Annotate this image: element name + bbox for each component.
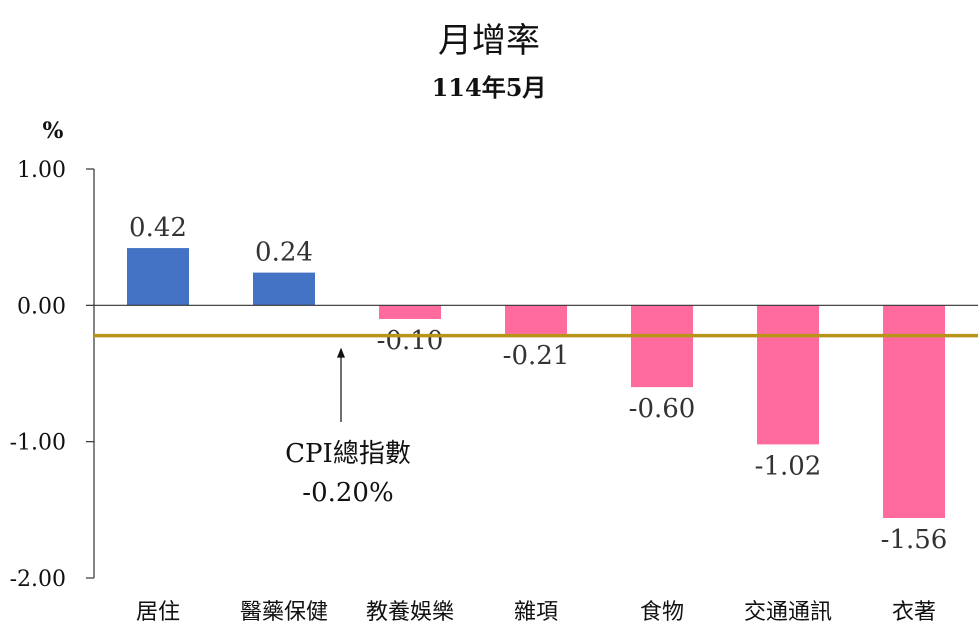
y-tick-label: -2.00 [10,567,66,592]
data-label: 0.24 [255,238,313,268]
category-labels: 居住 醫藥保健 教養娛樂 雜項 食物 交通通訊 衣著 [136,600,936,625]
chart-title: 月增率 [438,21,540,61]
bar [883,305,945,519]
bar [631,305,693,388]
category-label: 教養娛樂 [366,600,454,625]
category-label: 交通通訊 [744,600,832,625]
data-label: -1.56 [881,525,948,555]
y-axis: 1.00 0.00 -1.00 -2.00 [10,158,95,592]
data-label: -1.02 [755,451,822,481]
bar [505,305,567,334]
y-tick-label: 1.00 [17,158,66,183]
y-tick-label: 0.00 [17,294,66,319]
annotation-arrow-head [337,347,345,358]
data-label: 0.42 [129,213,187,243]
bar [757,305,819,445]
bar [253,272,315,306]
bar [127,248,189,306]
data-label: -0.10 [377,326,444,356]
category-label: 衣著 [892,600,936,625]
bar [379,305,441,319]
data-label: -0.21 [503,341,570,371]
bars: 0.42 0.24 -0.10 -0.21 -0.60 -1.02 -1.56 [127,213,947,555]
annotation-label: CPI總指數 [285,439,411,469]
annotation-value: -0.20% [302,478,393,508]
data-label: -0.60 [629,394,696,424]
reference-annotation: CPI總指數 -0.20% [285,347,411,508]
category-label: 雜項 [514,600,558,625]
chart-subtitle: 114年5月 [432,73,547,102]
y-axis-unit: % [43,118,64,144]
category-label: 居住 [136,600,180,625]
category-label: 醫藥保健 [240,600,328,625]
category-label: 食物 [640,600,684,625]
y-tick-label: -1.00 [10,431,66,456]
